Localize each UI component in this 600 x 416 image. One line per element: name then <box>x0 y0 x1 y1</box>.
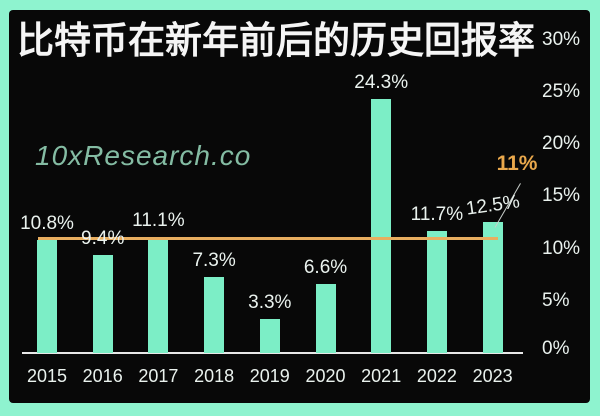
bar-value-label-2017: 11.1% <box>132 210 185 231</box>
x-axis-label-2023: 2023 <box>472 366 513 386</box>
bar-2016 <box>92 254 113 353</box>
bar-value-label-2021: 24.3% <box>354 72 409 94</box>
bar-2021 <box>371 99 392 353</box>
bar-2020 <box>315 284 336 353</box>
x-axis-line <box>22 352 523 354</box>
y-axis-tick-5: 5% <box>542 289 570 311</box>
y-axis-tick-30: 30% <box>542 28 581 50</box>
x-axis-label-2021: 2021 <box>361 366 402 386</box>
x-axis-label-2020: 2020 <box>305 366 346 386</box>
x-axis-label-2017: 2017 <box>138 366 179 386</box>
x-axis-label-2022: 2022 <box>416 366 457 386</box>
y-axis-tick-15: 15% <box>542 185 581 207</box>
bar-value-label-2016: 9.4% <box>81 227 125 249</box>
watermark-brand: 10xResearch.co <box>35 140 252 171</box>
bar-value-label-2023: 12.5% <box>464 191 521 221</box>
bar-2023 <box>482 222 503 353</box>
x-axis-label-2016: 2016 <box>82 366 123 386</box>
bar-value-label-2015: 10.8% <box>20 213 74 235</box>
y-axis-tick-10: 10% <box>542 237 581 259</box>
bar-value-label-2018: 7.3% <box>192 249 236 271</box>
average-return-line <box>38 237 498 241</box>
bar-value-label-2019: 3.3% <box>248 291 292 313</box>
y-axis-tick-25: 25% <box>542 80 581 102</box>
bar-2022 <box>426 230 447 353</box>
bar-2017 <box>148 237 169 353</box>
bar-2018 <box>204 276 225 353</box>
bar-2015 <box>37 240 57 353</box>
y-axis-tick-20: 20% <box>542 133 581 154</box>
x-axis-label-2015: 2015 <box>26 366 68 386</box>
y-axis-tick-0: 0% <box>542 338 570 359</box>
chart-title: 比特币在新年前后的历史回报率 <box>17 20 535 61</box>
bar-2019 <box>259 318 280 353</box>
bar-value-label-2022: 11.7% <box>410 203 464 225</box>
x-axis-label-2019: 2019 <box>249 366 290 386</box>
x-axis-label-2018: 2018 <box>194 366 235 386</box>
bar-value-label-2020: 6.6% <box>303 257 348 279</box>
average-return-label: 11% <box>496 152 538 175</box>
